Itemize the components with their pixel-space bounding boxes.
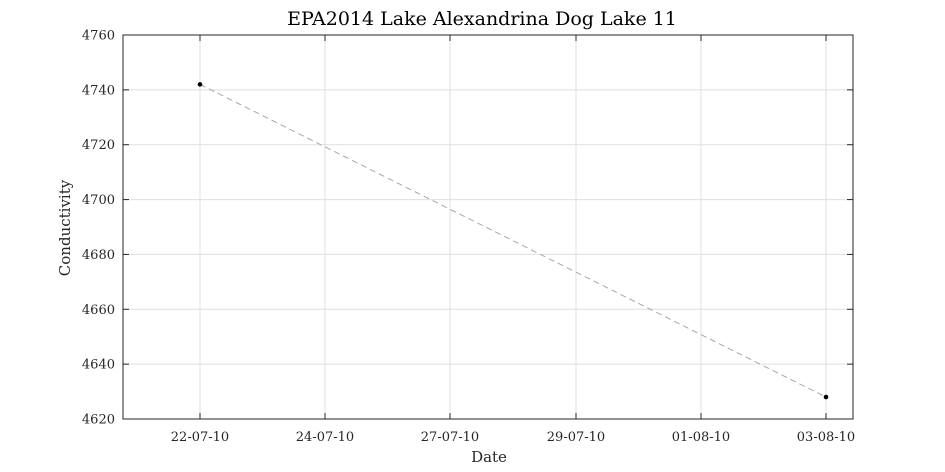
grid-lines — [123, 34, 853, 420]
series-line — [199, 83, 827, 398]
x-tick-label: 01-08-10 — [672, 430, 730, 445]
x-tick-label: 29-07-10 — [547, 430, 605, 445]
data-point — [197, 82, 203, 87]
y-tick-label: 4740 — [82, 83, 115, 98]
y-tick-label: 4720 — [82, 138, 115, 153]
y-tick-label: 4620 — [82, 413, 115, 428]
x-tick-label: 03-08-10 — [797, 430, 855, 445]
y-tick-label: 4640 — [82, 358, 115, 373]
chart-title: EPA2014 Lake Alexandrina Dog Lake 11 — [287, 8, 677, 30]
y-axis-ticks: 4620 4640 4660 4680 4700 4720 4740 4760 — [82, 29, 853, 428]
y-axis-label: Conductivity — [56, 179, 74, 276]
x-axis-label: Date — [471, 448, 507, 466]
x-tick-label: 24-07-10 — [296, 430, 354, 445]
y-tick-label: 4760 — [82, 29, 115, 44]
series-layer — [197, 82, 829, 400]
y-tick-label: 4660 — [82, 303, 115, 318]
plot-frame — [122, 34, 854, 420]
data-point — [823, 394, 829, 400]
x-tick-label: 27-07-10 — [421, 430, 479, 445]
plot-border — [122, 34, 854, 420]
y-tick-label: 4680 — [82, 248, 115, 263]
x-axis-ticks: 22-07-10 24-07-10 27-07-10 29-07-10 01-08-10… — [171, 35, 855, 445]
y-tick-label: 4700 — [82, 193, 115, 208]
x-tick-label: 22-07-10 — [171, 430, 229, 445]
